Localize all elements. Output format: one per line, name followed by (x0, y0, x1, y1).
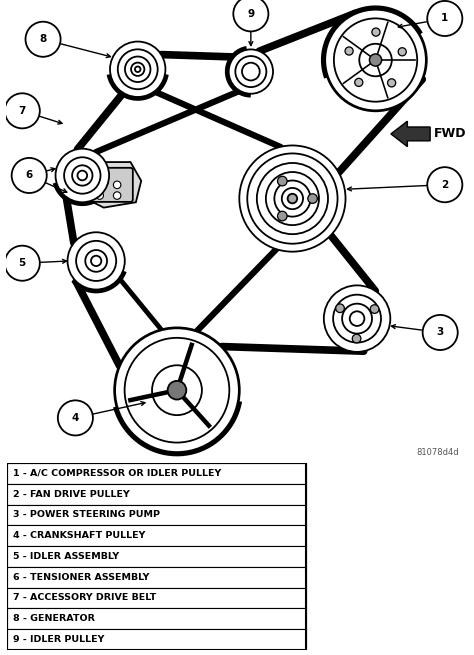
Bar (7, 504, 306, 525)
Circle shape (324, 286, 390, 352)
Circle shape (334, 18, 417, 102)
Circle shape (85, 250, 107, 272)
Circle shape (370, 305, 379, 313)
Circle shape (369, 54, 382, 66)
Circle shape (423, 315, 458, 350)
Circle shape (96, 181, 103, 189)
Circle shape (26, 22, 61, 57)
Circle shape (131, 63, 145, 76)
Text: 8: 8 (39, 34, 46, 45)
Circle shape (58, 400, 93, 436)
Circle shape (152, 365, 202, 415)
Text: 7 - ACCESSORY DRIVE BELT: 7 - ACCESSORY DRIVE BELT (13, 593, 156, 603)
Text: 4: 4 (72, 413, 79, 423)
Circle shape (352, 334, 361, 343)
Bar (7, 608, 306, 629)
Circle shape (345, 47, 353, 55)
Circle shape (278, 176, 287, 186)
Circle shape (372, 28, 380, 36)
Circle shape (55, 149, 109, 202)
Circle shape (355, 79, 363, 86)
Circle shape (67, 233, 125, 290)
Text: 9: 9 (247, 9, 255, 19)
Text: 4 - CRANKSHAFT PULLEY: 4 - CRANKSHAFT PULLEY (13, 531, 145, 540)
FancyBboxPatch shape (85, 168, 133, 202)
Circle shape (72, 165, 92, 185)
Circle shape (91, 255, 101, 266)
Circle shape (288, 194, 297, 203)
Text: 6 - TENSIONER ASSEMBLY: 6 - TENSIONER ASSEMBLY (13, 572, 149, 582)
Polygon shape (82, 162, 141, 208)
Circle shape (333, 295, 381, 343)
Circle shape (110, 41, 165, 97)
Text: 81078d4d: 81078d4d (416, 448, 459, 457)
Circle shape (64, 157, 100, 194)
Text: 5 - IDLER ASSEMBLY: 5 - IDLER ASSEMBLY (13, 552, 118, 561)
Circle shape (359, 44, 392, 76)
Circle shape (308, 194, 318, 203)
Circle shape (76, 241, 116, 281)
Text: 3: 3 (437, 328, 444, 337)
Circle shape (427, 1, 462, 36)
Circle shape (342, 304, 372, 333)
Circle shape (135, 67, 140, 72)
Bar (7, 629, 306, 650)
Circle shape (274, 181, 310, 217)
Text: 6: 6 (26, 170, 33, 181)
Text: 5: 5 (18, 258, 26, 268)
Circle shape (115, 328, 239, 453)
Bar (7, 588, 306, 608)
Bar (7, 525, 306, 546)
Circle shape (427, 167, 462, 202)
Circle shape (266, 172, 319, 225)
Circle shape (247, 153, 337, 244)
Text: 3 - POWER STEERING PUMP: 3 - POWER STEERING PUMP (13, 510, 160, 519)
Circle shape (118, 49, 158, 89)
Circle shape (125, 338, 229, 443)
Bar (7, 484, 306, 504)
Text: FWD: FWD (434, 128, 466, 140)
Circle shape (242, 63, 260, 81)
Circle shape (398, 48, 406, 56)
Bar (7, 463, 306, 484)
Text: 2 - FAN DRIVE PULLEY: 2 - FAN DRIVE PULLEY (13, 490, 129, 498)
Text: 1: 1 (441, 14, 448, 24)
Circle shape (5, 246, 40, 281)
Polygon shape (391, 121, 430, 147)
Bar (7, 546, 306, 567)
Bar (7, 567, 306, 588)
Circle shape (350, 311, 365, 326)
Circle shape (257, 163, 328, 234)
Circle shape (125, 56, 150, 82)
Circle shape (282, 188, 303, 209)
Text: 2: 2 (441, 179, 448, 190)
Circle shape (239, 145, 346, 252)
Circle shape (233, 0, 268, 31)
Text: 9 - IDLER PULLEY: 9 - IDLER PULLEY (13, 635, 104, 644)
Circle shape (12, 158, 47, 193)
Circle shape (168, 381, 186, 400)
Circle shape (113, 192, 121, 199)
Text: 1 - A/C COMPRESSOR OR IDLER PULLEY: 1 - A/C COMPRESSOR OR IDLER PULLEY (13, 469, 221, 478)
Circle shape (5, 93, 40, 128)
Circle shape (77, 171, 87, 180)
Circle shape (278, 212, 287, 221)
Circle shape (113, 181, 121, 189)
Circle shape (325, 9, 426, 111)
Circle shape (336, 304, 344, 312)
Text: 8 - GENERATOR: 8 - GENERATOR (13, 614, 94, 623)
Circle shape (235, 56, 266, 87)
Circle shape (96, 192, 103, 199)
Text: 7: 7 (18, 106, 26, 116)
Circle shape (228, 49, 273, 94)
Circle shape (388, 79, 396, 87)
